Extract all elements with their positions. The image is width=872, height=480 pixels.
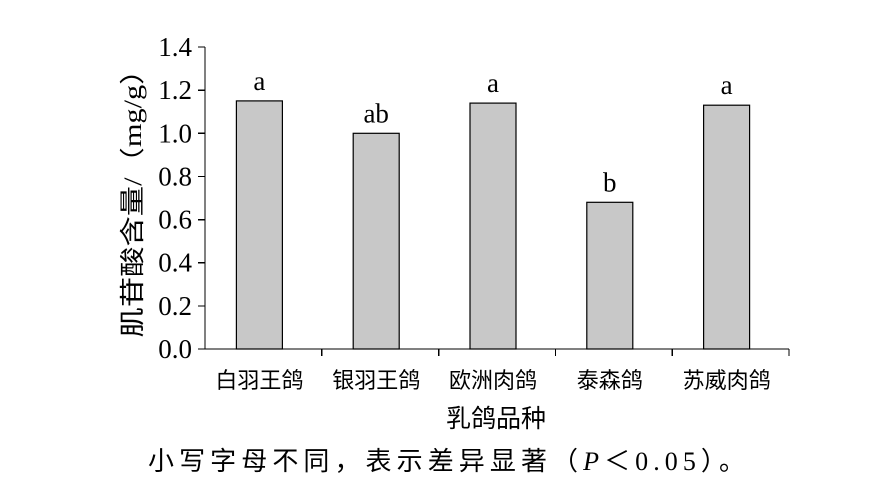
x-axis: 白羽王鸽 银羽王鸽 欧洲肉鸽 泰森鸽 苏威肉鸽 (205, 348, 790, 393)
y-axis: 0.0 0.2 0.4 0.6 0.8 1.0 1.2 1.4 (158, 32, 206, 364)
y-tick-label: 1.4 (158, 32, 192, 62)
bar-data-label: a (487, 68, 499, 98)
footnote-text-after: ＜0.05）。 (604, 447, 745, 476)
x-tick-label: 泰森鸽 (577, 368, 643, 393)
y-axis-title: 肌苷酸含量/（mg/g） (119, 55, 147, 338)
x-tick-label: 欧洲肉鸽 (449, 368, 537, 393)
bar-2 (352, 132, 400, 350)
y-tick-label: 0.2 (158, 291, 192, 321)
bars-group (235, 100, 751, 350)
x-tick-label: 白羽王鸽 (215, 368, 303, 393)
footnote-text-before: 小写字母不同，表示差异显著（ (148, 447, 578, 476)
footnote: 小写字母不同，表示差异显著（ P ＜0.05）。 (148, 447, 745, 476)
y-tick-label: 0.0 (158, 334, 192, 364)
y-tick-label: 1.2 (158, 75, 192, 105)
bar-data-label: a (253, 66, 265, 96)
y-tick-label: 0.6 (158, 205, 192, 235)
bar-3 (469, 102, 517, 350)
bar-5 (702, 104, 751, 350)
bar-data-label: ab (363, 98, 388, 128)
y-tick-label: 0.8 (158, 161, 192, 191)
bar-data-label: a (721, 70, 733, 100)
x-axis-title: 乳鸽品种 (446, 405, 546, 433)
bar-1 (235, 100, 283, 350)
x-tick-label: 银羽王鸽 (332, 368, 420, 393)
bar-4 (586, 201, 634, 350)
bar-data-label: b (603, 167, 617, 197)
y-tick-label: 1.0 (158, 118, 192, 148)
y-tick-label: 0.4 (158, 248, 192, 278)
x-tick-label: 苏威肉鸽 (683, 368, 771, 393)
footnote-p-italic: P (582, 447, 599, 476)
